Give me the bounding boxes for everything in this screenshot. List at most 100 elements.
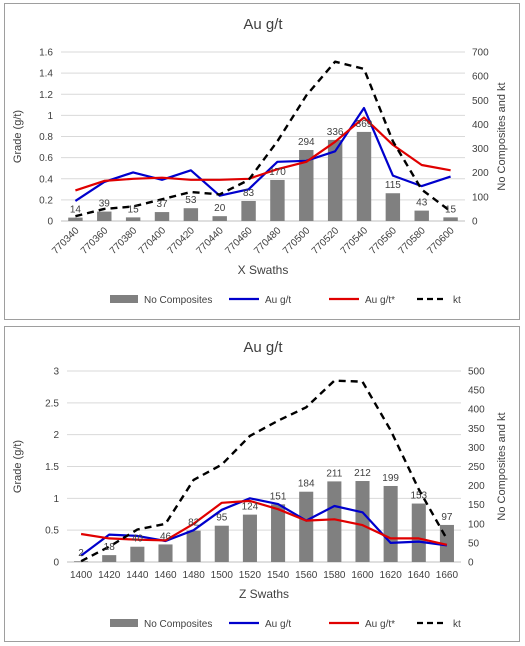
- line-series-au-g-t-: [75, 116, 451, 192]
- x-tick-label: 1660: [436, 570, 459, 581]
- bar: [97, 211, 112, 221]
- y-tick-label: 1.5: [45, 462, 59, 473]
- y-tick-label: 1.4: [39, 69, 53, 80]
- bar-series: [74, 481, 454, 562]
- y2-tick-label: 400: [472, 120, 489, 131]
- y-tick-label: 0: [53, 558, 59, 569]
- bar-data-label: 151: [270, 491, 287, 502]
- bar-data-label: 46: [160, 531, 172, 542]
- bar: [443, 217, 458, 221]
- bar: [356, 131, 372, 221]
- bar: [183, 208, 199, 221]
- y2-tick-label: 0: [468, 558, 474, 569]
- y2-tick-label: 700: [472, 48, 489, 59]
- bar-data-label: 83: [243, 188, 255, 199]
- bar: [299, 150, 314, 221]
- x-tick-label: 1620: [380, 570, 403, 581]
- y2-tick-label: 250: [468, 462, 485, 473]
- y2-tick-label: 500: [468, 367, 485, 378]
- y-tick-label: 2.5: [45, 398, 59, 409]
- y2-axis-title: No Composites and kt: [496, 412, 508, 520]
- x-tick-label: 1540: [267, 570, 290, 581]
- legend: No Composites Au g/t Au g/t* kt: [110, 619, 461, 630]
- bar: [270, 179, 285, 221]
- line-series-au-g-t-: [80, 499, 448, 546]
- legend-label-no-composites: No Composites: [144, 619, 212, 630]
- bar: [327, 139, 343, 221]
- x-tick-label: 1500: [211, 570, 234, 581]
- bar: [299, 491, 314, 562]
- y2-tick-label: 200: [472, 168, 489, 179]
- x-tick-label: 770520: [310, 225, 342, 257]
- y2-tick-label: 600: [472, 72, 489, 83]
- legend: No Composites Au g/t Au g/t* kt: [110, 295, 461, 306]
- bar-data-label: 124: [242, 502, 259, 513]
- y2-tick-label: 100: [468, 519, 485, 530]
- y-tick-label: 1: [53, 494, 59, 505]
- x-tick-label: 770480: [252, 225, 284, 257]
- bar-data-label: 15: [128, 204, 140, 215]
- bar: [212, 216, 227, 221]
- x-tick-label: 770460: [223, 225, 255, 257]
- bar-data-label: 37: [156, 199, 168, 210]
- bar: [411, 503, 426, 562]
- y-tick-label: 0.8: [39, 132, 53, 143]
- bar: [158, 544, 173, 562]
- bar-series: [68, 131, 458, 221]
- bar-data-label: 369: [356, 119, 373, 130]
- x-tick-label: 770400: [137, 225, 169, 257]
- bar-data-label: 95: [216, 513, 228, 524]
- y2-axis-title: No Composites and kt: [496, 82, 508, 190]
- x-tick-label: 1420: [98, 570, 121, 581]
- bar: [355, 481, 370, 562]
- y2-tick-label: 500: [472, 96, 489, 107]
- x-tick-label: 770540: [339, 225, 371, 257]
- y-tick-label: 0.4: [39, 174, 53, 185]
- x-tick-label: 1560: [295, 570, 318, 581]
- legend-label-au-g-t-: Au g/t*: [365, 619, 395, 630]
- x-tick-label: 770440: [194, 225, 226, 257]
- y-tick-label: 3: [53, 367, 59, 378]
- y2-tick-label: 200: [468, 481, 485, 492]
- y2-tick-label: 450: [468, 386, 485, 397]
- y-tick-label: 1.6: [39, 48, 53, 59]
- bar-data-label: 199: [382, 473, 399, 484]
- bar-data-label: 170: [269, 167, 286, 178]
- legend-label-au-g-t: Au g/t: [265, 619, 291, 630]
- x-tick-label: 770560: [368, 225, 400, 257]
- y2-tick-label: 150: [468, 500, 485, 511]
- y-tick-label: 0.6: [39, 153, 53, 164]
- legend-label-au-g-t-: Au g/t*: [365, 295, 395, 306]
- bar-data-label: 15: [445, 204, 457, 215]
- legend-label-kt: kt: [453, 295, 461, 306]
- y-tick-label: 1: [47, 111, 53, 122]
- x-tick-label: 1440: [126, 570, 149, 581]
- x-tick-label: 1480: [183, 570, 206, 581]
- bar-data-label: 53: [185, 195, 197, 206]
- x-tick-label: 770420: [166, 225, 198, 257]
- bar-data-label: 184: [298, 479, 315, 490]
- y2-tick-label: 300: [472, 144, 489, 155]
- bar: [154, 212, 170, 221]
- x-tick-label: 1600: [351, 570, 374, 581]
- bar: [74, 561, 89, 562]
- x-tick-label: 770340: [50, 225, 82, 257]
- x-tick-label: 770580: [396, 225, 428, 257]
- legend-label-au-g-t: Au g/t: [265, 295, 291, 306]
- line-series-au-g-t: [74, 106, 451, 202]
- y2-tick-label: 300: [468, 443, 485, 454]
- gridlines: [67, 370, 461, 563]
- bar-data-label: 18: [104, 542, 116, 553]
- chart-title: Au g/t: [243, 339, 283, 356]
- bar: [68, 217, 83, 221]
- bar: [242, 514, 257, 562]
- y-axis-title: Grade (g/t): [12, 440, 24, 493]
- x-tick-label: 1460: [154, 570, 177, 581]
- bar: [385, 193, 401, 221]
- bar-data-label: 211: [326, 468, 342, 479]
- y-tick-label: 0: [47, 217, 53, 228]
- y-tick-label: 0.2: [39, 195, 53, 206]
- chart-title: Au g/t: [243, 16, 283, 33]
- x-tick-label: 1640: [408, 570, 431, 581]
- line-series-kt: [80, 379, 448, 563]
